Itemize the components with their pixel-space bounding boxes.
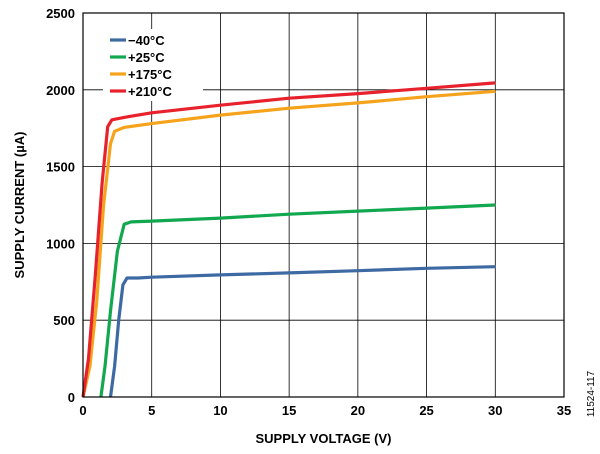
series-layer: [81, 81, 496, 398]
legend-label: +175°C: [128, 67, 172, 82]
y-tick-label: 1500: [46, 160, 75, 175]
plot-frame: [82, 12, 565, 398]
y-tick-label: 0: [68, 390, 75, 405]
legend-label: +210°C: [128, 84, 172, 99]
x-tick-label: 0: [79, 403, 86, 418]
series-line: [108, 265, 496, 398]
figure-id: 11524-117: [586, 370, 597, 417]
y-tick-label: 2000: [46, 83, 75, 98]
series-line: [81, 89, 496, 398]
x-tick-label: 20: [351, 403, 365, 418]
legend-label: −40°C: [128, 33, 165, 48]
series-line: [81, 81, 496, 398]
x-tick-label: 25: [419, 403, 433, 418]
series-line: [99, 203, 496, 398]
x-axis-title: SUPPLY VOLTAGE (V): [255, 431, 391, 446]
x-tick-label: 10: [213, 403, 227, 418]
x-tick-label: 30: [488, 403, 502, 418]
tick-labels: 0 5 10 15 20 25 30 35 0 500 1000 1500 2000 2500: [46, 6, 571, 418]
y-tick-label: 2500: [46, 6, 75, 21]
x-tick-label: 15: [282, 403, 296, 418]
y-tick-label: 500: [53, 313, 75, 328]
x-tick-label: 35: [557, 403, 571, 418]
x-tick-label: 5: [148, 403, 155, 418]
legend: −40°C +25°C +175°C +210°C: [103, 29, 203, 101]
y-tick-label: 1000: [46, 236, 75, 251]
y-axis-title: SUPPLY CURRENT (µA): [12, 132, 27, 279]
legend-label: +25°C: [128, 50, 165, 65]
